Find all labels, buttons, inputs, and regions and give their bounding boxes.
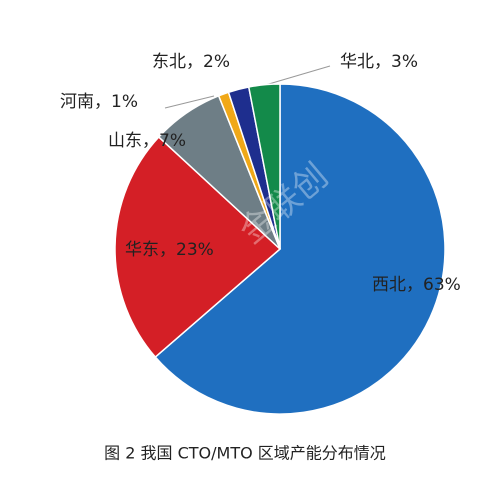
leader-line [261, 65, 331, 87]
data-label: 东北，2% [152, 52, 230, 72]
pie [114, 83, 446, 415]
pie-slice [154, 83, 446, 415]
leader-line [164, 95, 215, 109]
data-label: 河南，1% [60, 92, 138, 112]
data-label: 华北，3% [340, 52, 418, 72]
data-label: 山东，7% [108, 131, 186, 151]
data-label: 华东，23% [125, 240, 214, 260]
caption: 图 2 我国 CTO/MTO 区域产能分布情况 [104, 444, 386, 463]
data-label: 西北，63% [372, 275, 461, 295]
pie-slice [247, 83, 281, 250]
pie-slice [114, 135, 282, 359]
